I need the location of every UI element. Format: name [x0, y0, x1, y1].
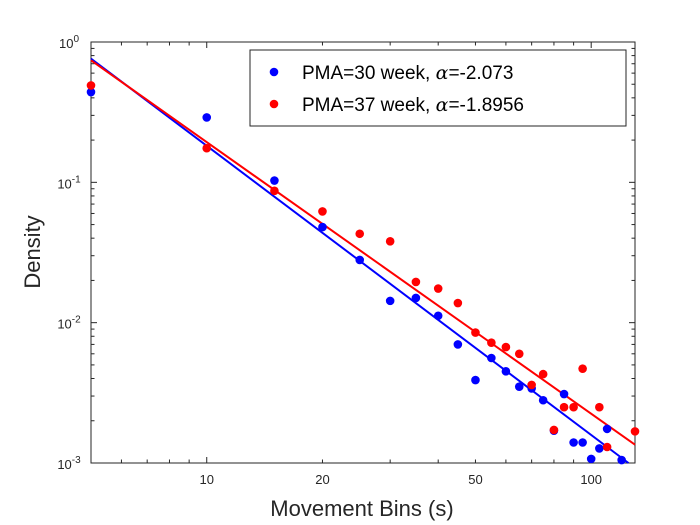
data-point-series-1 — [355, 255, 365, 265]
fit-line-series-2 — [90, 59, 636, 446]
x-axis-label: Movement Bins (s) — [270, 496, 453, 521]
x-tick-label: 50 — [468, 472, 482, 487]
data-point-series-1 — [202, 113, 212, 122]
data-point-series-1 — [453, 340, 463, 349]
data-point-series-2 — [433, 284, 443, 293]
data-point-series-2 — [578, 364, 587, 373]
data-point-series-2 — [318, 207, 327, 216]
data-point-series-1 — [586, 454, 596, 464]
x-tick-label: 10 — [199, 472, 213, 487]
y-tick-label: 10-1 — [57, 174, 81, 191]
data-point-series-1 — [569, 438, 578, 447]
legend-marker-series-2 — [269, 99, 279, 109]
data-point-series-2 — [501, 342, 511, 352]
data-point-series-2 — [411, 277, 421, 287]
data-point-series-2 — [538, 369, 548, 379]
data-point-series-2 — [549, 425, 559, 435]
data-point-series-1 — [471, 375, 480, 385]
data-point-series-2 — [385, 237, 395, 246]
data-point-series-1 — [487, 353, 496, 363]
legend-marker-series-1 — [269, 67, 279, 77]
data-point-series-2 — [630, 427, 640, 436]
data-point-series-2 — [453, 298, 463, 308]
data-point-series-2 — [270, 186, 279, 196]
data-point-series-2 — [569, 402, 578, 412]
data-point-series-1 — [270, 176, 279, 185]
legend-label-series-2: PMA=37 week, α=-1.8956 — [302, 94, 524, 116]
data-point-series-1 — [602, 424, 612, 434]
data-point-series-1 — [501, 367, 511, 376]
data-point-series-1 — [514, 382, 524, 391]
data-point-series-1 — [617, 455, 626, 465]
data-point-series-1 — [595, 444, 604, 453]
y-axis: 100 10-1 10-2 10-3 — [57, 34, 635, 472]
y-tick-label: 100 — [59, 34, 79, 51]
data-point-series-1 — [578, 438, 587, 447]
data-point-series-2 — [595, 402, 604, 412]
data-point-series-1 — [411, 293, 421, 303]
data-point-series-1 — [559, 389, 569, 399]
data-point-series-2 — [202, 143, 212, 153]
data-point-series-2 — [514, 349, 524, 359]
x-tick-label: 100 — [580, 472, 602, 487]
data-point-series-2 — [471, 328, 480, 337]
y-tick-label: 10-2 — [57, 315, 81, 332]
data-point-series-1 — [385, 296, 395, 306]
legend-label-series-1: PMA=30 week, α=-2.073 — [302, 62, 513, 84]
y-axis-label: Density — [20, 215, 45, 288]
data-point-series-1 — [538, 395, 548, 405]
data-points — [86, 81, 640, 465]
data-point-series-2 — [86, 81, 96, 90]
data-point-series-2 — [487, 338, 496, 347]
x-tick-label: 20 — [315, 472, 329, 487]
data-point-series-1 — [318, 222, 327, 232]
data-point-series-2 — [355, 229, 365, 239]
data-point-series-2 — [602, 442, 612, 452]
legend-box — [249, 49, 627, 127]
data-point-series-1 — [86, 87, 96, 97]
y-tick-label: 10-3 — [57, 455, 81, 472]
legend: PMA=30 week, α=-2.073 PMA=37 week, α=-1.8… — [249, 49, 627, 127]
data-point-series-2 — [527, 380, 536, 390]
data-point-series-1 — [433, 311, 443, 321]
data-point-series-2 — [559, 402, 569, 412]
